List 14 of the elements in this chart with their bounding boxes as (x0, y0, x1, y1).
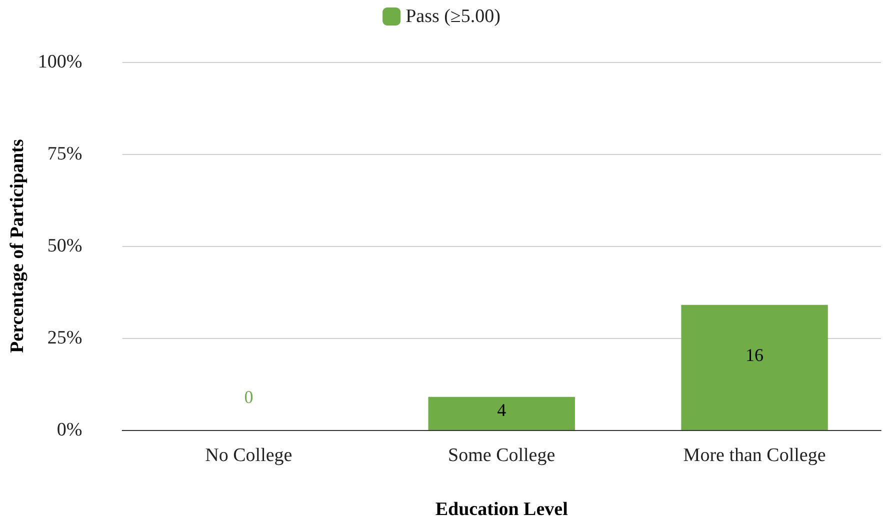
y-tick-label: 100% (38, 52, 82, 72)
x-tick-label: Some College (448, 445, 556, 466)
x-tick-label: More than College (683, 445, 826, 466)
y-tick-label: 25% (47, 328, 82, 348)
y-tick-label: 50% (47, 236, 82, 256)
annotation: 16 (746, 344, 764, 365)
x-axis-title: Education Level (435, 499, 568, 520)
annotation: 4 (497, 400, 506, 420)
y-tick-label: 0% (56, 420, 82, 440)
annotation: 0 (244, 387, 254, 407)
legend-label: Pass (≥5.00) (406, 6, 500, 27)
y-axis-title: Percentage of Participants (7, 139, 28, 353)
y-tick-label: 75% (47, 144, 82, 164)
x-tick-label: No College (205, 445, 292, 466)
